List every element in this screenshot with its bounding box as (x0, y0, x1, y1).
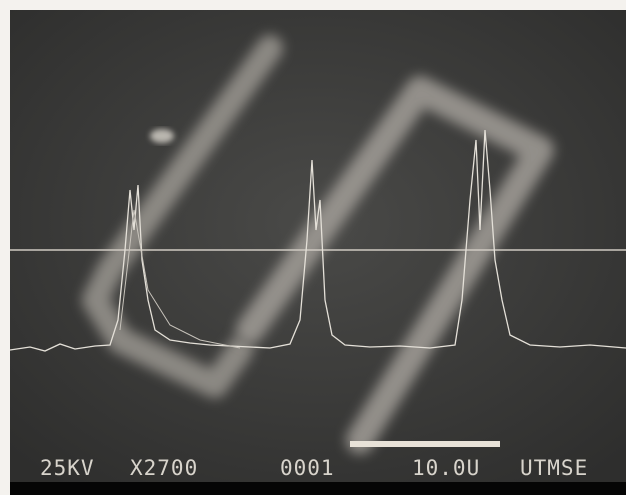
particle (150, 129, 174, 143)
scale-label: 10.0U (412, 456, 480, 480)
micrograph: 25KV X2700 0001 10.0U UTMSE (0, 0, 626, 495)
scale-bar (350, 441, 500, 447)
frame-label: 0001 (280, 456, 335, 480)
magnification-label: X2700 (130, 456, 198, 480)
lab-label: UTMSE (520, 456, 588, 480)
bottom-bar (10, 482, 626, 495)
page: 25KV X2700 0001 10.0U UTMSE (() => { con… (0, 0, 626, 495)
voltage-label: 25KV (40, 456, 95, 480)
